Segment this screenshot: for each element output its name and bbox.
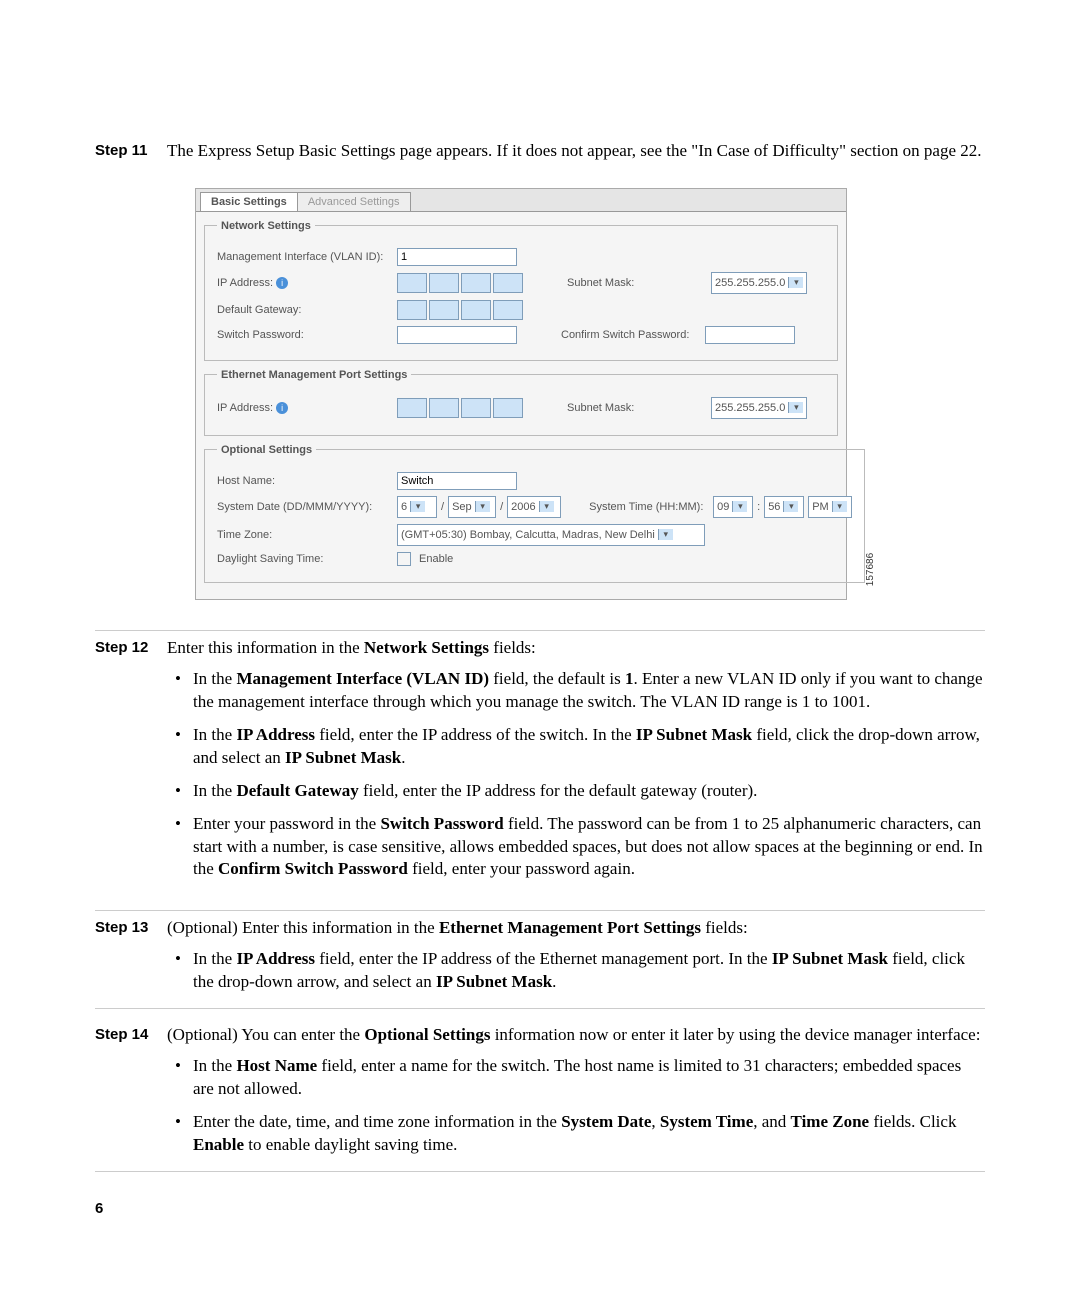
time-minute-select[interactable]: 56▾ — [764, 496, 804, 518]
chevron-down-icon: ▾ — [783, 501, 798, 512]
emp-ip-address-label: IP Address: — [217, 402, 273, 414]
settings-panel: Network Settings Management Interface (V… — [196, 212, 846, 599]
step-12-intro: Enter this information in the Network Se… — [167, 637, 985, 660]
confirm-password-label: Confirm Switch Password: — [561, 329, 701, 341]
step-12-body: Enter this information in the Network Se… — [167, 637, 985, 891]
emp-ip-address-input[interactable] — [397, 398, 523, 418]
host-name-input[interactable] — [397, 472, 517, 490]
step-12-row: Step 12 Enter this information in the Ne… — [95, 630, 985, 895]
emp-subnet-select[interactable]: 255.255.255.0▾ — [711, 397, 807, 419]
step-13-body: (Optional) Enter this information in the… — [167, 917, 985, 1004]
bullet-emp-ip: In the IP Address field, enter the IP ad… — [167, 948, 985, 994]
emp-subnet-label: Subnet Mask: — [567, 402, 707, 414]
dst-checkbox[interactable] — [397, 552, 411, 566]
info-icon[interactable]: i — [276, 277, 288, 289]
optional-settings-fieldset: Optional Settings Host Name: System Date… — [204, 444, 865, 583]
date-month-select[interactable]: Sep▾ — [448, 496, 496, 518]
default-gateway-input[interactable] — [397, 300, 523, 320]
step-13-label: Step 13 — [95, 917, 167, 936]
date-day-select[interactable]: 6▾ — [397, 496, 437, 518]
system-time-label: System Time (HH:MM): — [589, 501, 709, 513]
bullet-gateway: In the Default Gateway field, enter the … — [167, 780, 985, 803]
info-icon[interactable]: i — [276, 402, 288, 414]
time-zone-label: Time Zone: — [217, 529, 397, 541]
ethernet-port-legend: Ethernet Management Port Settings — [217, 369, 411, 381]
screenshot-panel: Basic Settings Advanced Settings Network… — [195, 188, 847, 600]
vlan-id-label: Management Interface (VLAN ID): — [217, 251, 397, 263]
figure-number: 157686 — [865, 553, 876, 586]
ethernet-port-fieldset: Ethernet Management Port Settings IP Add… — [204, 369, 838, 436]
network-settings-fieldset: Network Settings Management Interface (V… — [204, 220, 838, 361]
ip-address-label: IP Address: — [217, 277, 273, 289]
tab-basic-settings[interactable]: Basic Settings — [200, 192, 298, 211]
step-14-label: Step 14 — [95, 1024, 167, 1043]
chevron-down-icon: ▾ — [539, 501, 554, 512]
time-ampm-select[interactable]: PM▾ — [808, 496, 852, 518]
bullet-date-time: Enter the date, time, and time zone info… — [167, 1111, 985, 1157]
chevron-down-icon: ▾ — [788, 402, 803, 413]
step-11-row: Step 11 The Express Setup Basic Settings… — [95, 140, 985, 173]
step-11-label: Step 11 — [95, 140, 167, 159]
system-date-label: System Date (DD/MMM/YYYY): — [217, 501, 397, 513]
chevron-down-icon: ▾ — [788, 277, 803, 288]
time-hour-select[interactable]: 09▾ — [713, 496, 753, 518]
step-12-bullets: In the Management Interface (VLAN ID) fi… — [167, 668, 985, 882]
page-number: 6 — [95, 1200, 985, 1217]
step-14-bullets: In the Host Name field, enter a name for… — [167, 1055, 985, 1157]
step-14-row: Step 14 (Optional) You can enter the Opt… — [95, 1024, 985, 1172]
switch-password-label: Switch Password: — [217, 329, 397, 341]
subnet-mask-label: Subnet Mask: — [567, 277, 707, 289]
date-year-select[interactable]: 2006▾ — [507, 496, 561, 518]
step-12-label: Step 12 — [95, 637, 167, 656]
document-page: Step 11 The Express Setup Basic Settings… — [0, 0, 1080, 1257]
ip-address-input[interactable] — [397, 273, 523, 293]
step-13-bullets: In the IP Address field, enter the IP ad… — [167, 948, 985, 994]
time-zone-select[interactable]: (GMT+05:30) Bombay, Calcutta, Madras, Ne… — [397, 524, 705, 546]
step-11-body: The Express Setup Basic Settings page ap… — [167, 140, 985, 169]
chevron-down-icon: ▾ — [410, 501, 425, 512]
chevron-down-icon: ▾ — [732, 501, 747, 512]
bullet-ip: In the IP Address field, enter the IP ad… — [167, 724, 985, 770]
step-14-body: (Optional) You can enter the Optional Se… — [167, 1024, 985, 1167]
optional-settings-legend: Optional Settings — [217, 444, 316, 456]
switch-password-input[interactable] — [397, 326, 517, 344]
step-11-text: The Express Setup Basic Settings page ap… — [167, 140, 985, 163]
tab-bar: Basic Settings Advanced Settings — [196, 189, 846, 212]
vlan-id-input[interactable] — [397, 248, 517, 266]
host-name-label: Host Name: — [217, 475, 397, 487]
chevron-down-icon: ▾ — [658, 529, 673, 540]
bullet-host-name: In the Host Name field, enter a name for… — [167, 1055, 985, 1101]
subnet-mask-select[interactable]: 255.255.255.0▾ — [711, 272, 807, 294]
dst-enable-label: Enable — [419, 553, 453, 565]
express-setup-screenshot: Basic Settings Advanced Settings Network… — [195, 188, 875, 600]
chevron-down-icon: ▾ — [475, 501, 490, 512]
bullet-vlan: In the Management Interface (VLAN ID) fi… — [167, 668, 985, 714]
step-14-intro: (Optional) You can enter the Optional Se… — [167, 1024, 985, 1047]
network-settings-legend: Network Settings — [217, 220, 315, 232]
tab-advanced-settings[interactable]: Advanced Settings — [297, 192, 411, 211]
step-13-row: Step 13 (Optional) Enter this informatio… — [95, 910, 985, 1009]
confirm-password-input[interactable] — [705, 326, 795, 344]
bullet-password: Enter your password in the Switch Passwo… — [167, 813, 985, 882]
chevron-down-icon: ▾ — [832, 501, 847, 512]
step-13-intro: (Optional) Enter this information in the… — [167, 917, 985, 940]
default-gateway-label: Default Gateway: — [217, 304, 397, 316]
dst-label: Daylight Saving Time: — [217, 553, 397, 565]
